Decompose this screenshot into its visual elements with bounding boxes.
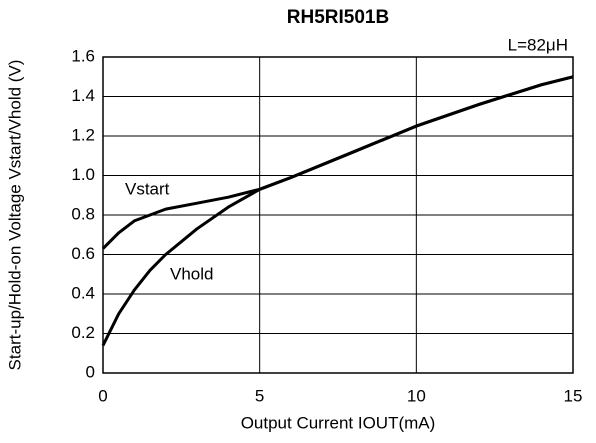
annotation: L=82μH	[508, 35, 568, 54]
y-tick-label: 1.2	[71, 125, 95, 144]
y-tick-label: 1.6	[71, 46, 95, 65]
series-label: Vhold	[170, 264, 213, 283]
x-tick-label: 15	[564, 386, 583, 405]
plot-frame	[102, 56, 574, 374]
y-tick-label: 1.4	[71, 86, 95, 105]
x-tick-label: 0	[98, 386, 107, 405]
series-label: Vstart	[125, 179, 170, 198]
y-axis-label: Start-up/Hold-on Voltage Vstart/Vhold (V…	[5, 60, 24, 371]
y-tick-label: 0.2	[71, 323, 95, 342]
x-tick-label: 5	[255, 386, 264, 405]
chart-title: RH5RI501B	[287, 7, 389, 28]
y-tick-label: 0	[86, 362, 95, 381]
y-tick-label: 1.0	[71, 165, 95, 184]
x-tick-label: 10	[407, 386, 426, 405]
y-tick-label: 0.6	[71, 244, 95, 263]
x-axis-label: Output Current IOUT(mA)	[241, 413, 436, 432]
y-tick-label: 0.4	[71, 283, 95, 302]
series-line	[101, 75, 574, 347]
series-line	[101, 75, 574, 250]
y-tick-label: 0.8	[71, 204, 95, 223]
